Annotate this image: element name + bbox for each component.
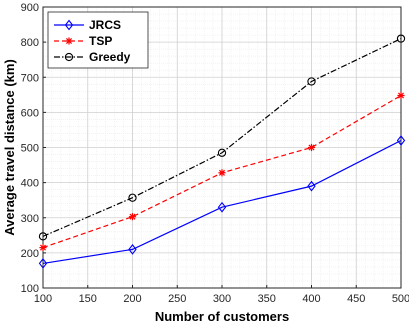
data-point-tsp	[128, 213, 137, 221]
series-greedy	[38, 34, 406, 241]
data-point-tsp	[397, 91, 405, 100]
y-tick-label: 900	[21, 2, 39, 14]
y-tick-label: 400	[21, 178, 39, 190]
x-tick-label: 350	[258, 293, 276, 305]
legend-marker-jrcs	[64, 19, 74, 31]
data-point-jrcs	[38, 258, 48, 269]
x-tick-label: 200	[123, 293, 141, 305]
x-tick-label: 500	[392, 293, 409, 305]
series-layer	[38, 34, 406, 269]
y-tick-label: 600	[21, 107, 39, 119]
x-tick-label: 450	[347, 293, 365, 305]
legend-label-greedy: Greedy	[89, 50, 131, 64]
data-point-greedy	[396, 34, 406, 43]
data-point-tsp	[218, 169, 226, 177]
x-tick-label: 250	[168, 293, 186, 305]
x-tick-label: 100	[34, 293, 52, 305]
x-tick-label: 400	[302, 293, 320, 305]
legend-item-jrcs: JRCS	[54, 18, 121, 32]
y-tick-label: 500	[21, 143, 39, 155]
legend-item-greedy: Greedy	[54, 50, 131, 64]
series-line-greedy	[42, 38, 402, 237]
series-line-jrcs	[42, 139, 402, 265]
data-point-jrcs	[396, 135, 406, 146]
x-tick-label: 150	[79, 293, 97, 305]
y-tick-label: 800	[21, 37, 39, 49]
legend: JRCS TSP Greedy	[47, 11, 149, 69]
data-point-greedy	[128, 193, 137, 202]
data-point-jrcs	[307, 180, 316, 192]
legend-item-tsp: TSP	[54, 34, 112, 48]
series-tsp	[39, 91, 405, 252]
y-tick-label: 100	[21, 283, 39, 295]
legend-marker-greedy	[64, 52, 74, 62]
data-point-greedy	[307, 77, 316, 86]
data-point-tsp	[307, 143, 316, 152]
y-axis-ticks: 100 200 300 400 500 600 700 800 900	[21, 2, 46, 295]
data-point-jrcs	[128, 243, 137, 255]
data-point-tsp	[39, 244, 47, 252]
y-tick-label: 700	[21, 72, 39, 84]
y-axis-title: Average travel distance (km)	[2, 59, 17, 236]
legend-label-tsp: TSP	[89, 34, 112, 48]
x-axis-title: Number of customers	[155, 309, 289, 324]
y-tick-label: 300	[21, 213, 39, 225]
y-tick-label: 200	[21, 248, 39, 260]
legend-marker-tsp	[65, 37, 73, 45]
legend-label-jrcs: JRCS	[89, 18, 121, 32]
x-axis-ticks: 100 150 200 250 300 350 400 450 500	[34, 285, 409, 305]
data-point-greedy	[38, 232, 48, 241]
data-point-jrcs	[217, 201, 227, 213]
series-jrcs	[38, 135, 406, 269]
legend-box	[47, 11, 149, 69]
x-tick-label: 300	[213, 293, 231, 305]
data-point-greedy	[217, 148, 227, 157]
